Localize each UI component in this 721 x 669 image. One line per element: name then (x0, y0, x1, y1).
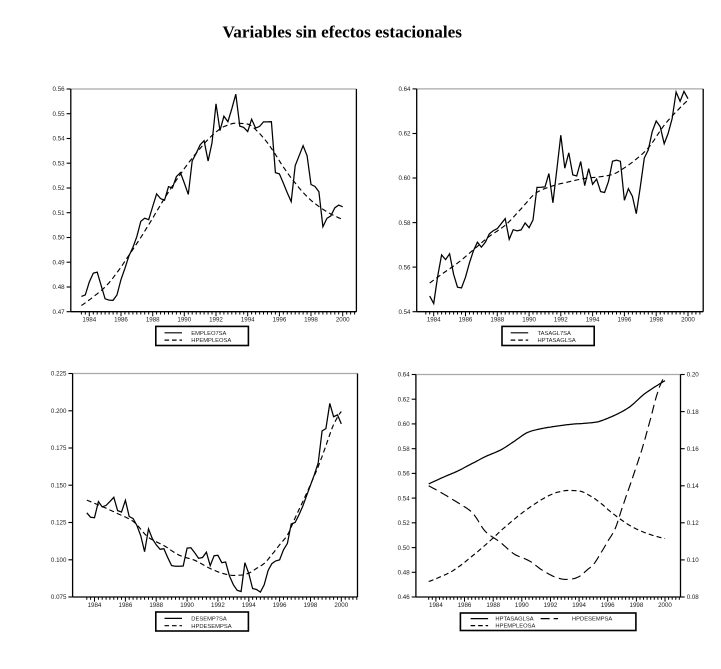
svg-text:1994: 1994 (586, 317, 600, 324)
svg-text:1996: 1996 (273, 317, 287, 324)
svg-text:0.55: 0.55 (53, 111, 66, 118)
svg-text:1986: 1986 (114, 317, 128, 324)
svg-text:1998: 1998 (304, 317, 318, 324)
svg-text:1994: 1994 (242, 602, 256, 609)
svg-text:0.075: 0.075 (51, 594, 67, 601)
svg-text:1998: 1998 (630, 602, 644, 609)
svg-text:0.60: 0.60 (398, 175, 411, 182)
svg-text:1992: 1992 (211, 602, 225, 609)
svg-text:0.52: 0.52 (398, 520, 411, 527)
svg-text:0.12: 0.12 (687, 520, 700, 527)
svg-text:1996: 1996 (618, 317, 632, 324)
svg-text:HPDESEMPSA: HPDESEMPSA (191, 624, 231, 630)
svg-text:1994: 1994 (241, 317, 255, 324)
svg-text:1988: 1988 (490, 317, 504, 324)
svg-text:0.18: 0.18 (687, 409, 700, 416)
svg-text:HPEMPLEOSA: HPEMPLEOSA (495, 624, 535, 630)
svg-text:2000: 2000 (658, 602, 672, 609)
svg-text:0.50: 0.50 (398, 545, 411, 552)
svg-text:0.53: 0.53 (53, 160, 66, 167)
svg-text:1984: 1984 (427, 317, 441, 324)
svg-text:1990: 1990 (522, 317, 536, 324)
svg-text:0.60: 0.60 (398, 421, 411, 428)
svg-text:0.150: 0.150 (51, 482, 67, 489)
svg-text:0.54: 0.54 (53, 136, 66, 143)
svg-text:0.14: 0.14 (687, 483, 700, 490)
svg-text:1992: 1992 (544, 602, 558, 609)
svg-text:0.47: 0.47 (53, 309, 66, 316)
svg-text:1992: 1992 (554, 317, 568, 324)
svg-text:0.58: 0.58 (398, 220, 411, 227)
svg-text:0.62: 0.62 (398, 396, 411, 403)
svg-text:0.48: 0.48 (53, 284, 66, 291)
svg-text:0.50: 0.50 (53, 235, 66, 242)
svg-text:1986: 1986 (119, 602, 133, 609)
svg-text:2000: 2000 (681, 317, 695, 324)
svg-text:0.56: 0.56 (398, 264, 411, 271)
svg-text:1984: 1984 (82, 317, 96, 324)
svg-text:1996: 1996 (273, 602, 287, 609)
svg-text:1990: 1990 (177, 317, 191, 324)
svg-text:1990: 1990 (180, 602, 194, 609)
svg-text:HPTASAGLSA: HPTASAGLSA (538, 338, 576, 344)
svg-text:1994: 1994 (572, 602, 586, 609)
svg-text:1986: 1986 (458, 602, 472, 609)
svg-text:0.16: 0.16 (687, 446, 700, 453)
svg-text:1988: 1988 (149, 602, 163, 609)
svg-text:1998: 1998 (304, 602, 318, 609)
svg-text:1996: 1996 (601, 602, 615, 609)
svg-text:0.49: 0.49 (53, 259, 66, 266)
svg-text:0.225: 0.225 (51, 371, 67, 378)
svg-text:Variables sin efectos estacion: Variables sin efectos estacionales (222, 22, 462, 41)
svg-text:1992: 1992 (209, 317, 223, 324)
svg-text:0.54: 0.54 (398, 495, 411, 502)
svg-text:0.10: 0.10 (687, 557, 700, 564)
svg-text:1984: 1984 (429, 602, 443, 609)
svg-text:HPEMPLEOSA: HPEMPLEOSA (191, 338, 231, 344)
svg-text:HPTASAGLSA: HPTASAGLSA (495, 617, 533, 623)
svg-text:DESEMP7SA: DESEMP7SA (191, 617, 227, 623)
svg-text:HPDESEMPSA: HPDESEMPSA (572, 617, 612, 623)
svg-text:1990: 1990 (515, 602, 529, 609)
svg-text:1998: 1998 (649, 317, 663, 324)
svg-text:0.51: 0.51 (53, 210, 66, 217)
svg-text:0.64: 0.64 (398, 86, 411, 93)
svg-text:0.20: 0.20 (687, 372, 700, 379)
svg-text:0.58: 0.58 (398, 446, 411, 453)
svg-text:EMPLEO7SA: EMPLEO7SA (191, 331, 226, 337)
svg-text:0.64: 0.64 (398, 372, 411, 379)
svg-text:0.54: 0.54 (398, 309, 411, 316)
svg-text:0.200: 0.200 (51, 408, 67, 415)
svg-text:0.56: 0.56 (53, 86, 66, 93)
svg-text:0.125: 0.125 (51, 520, 67, 527)
svg-text:TASAGL7SA: TASAGL7SA (538, 331, 572, 337)
svg-text:0.46: 0.46 (398, 594, 411, 601)
svg-text:2000: 2000 (336, 317, 350, 324)
svg-text:0.175: 0.175 (51, 445, 67, 452)
svg-text:0.52: 0.52 (53, 185, 66, 192)
svg-text:2000: 2000 (334, 602, 348, 609)
svg-text:1988: 1988 (146, 317, 160, 324)
svg-text:1984: 1984 (88, 602, 102, 609)
svg-text:0.48: 0.48 (398, 570, 411, 577)
svg-text:0.08: 0.08 (687, 594, 700, 601)
svg-text:0.56: 0.56 (398, 471, 411, 478)
svg-text:1986: 1986 (459, 317, 473, 324)
svg-text:0.62: 0.62 (398, 131, 411, 138)
svg-text:0.100: 0.100 (51, 557, 67, 564)
svg-text:1988: 1988 (486, 602, 500, 609)
